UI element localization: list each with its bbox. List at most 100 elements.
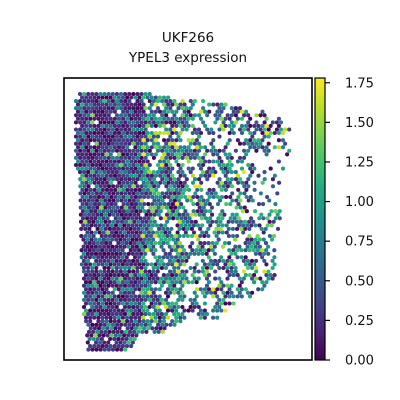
spot bbox=[167, 216, 172, 221]
spot bbox=[171, 209, 176, 214]
spot bbox=[85, 340, 90, 345]
spot bbox=[174, 315, 179, 320]
spot bbox=[145, 159, 150, 164]
spot bbox=[86, 91, 91, 97]
spot bbox=[87, 233, 92, 239]
spot bbox=[139, 170, 144, 175]
spot bbox=[162, 166, 167, 171]
spot bbox=[159, 312, 164, 317]
spot bbox=[124, 294, 130, 299]
spot bbox=[215, 152, 220, 157]
spot bbox=[90, 312, 95, 317]
spot bbox=[104, 241, 109, 246]
spot bbox=[104, 166, 109, 171]
spot bbox=[195, 194, 200, 200]
spot bbox=[186, 152, 191, 157]
spot bbox=[143, 155, 148, 160]
spot bbox=[125, 159, 130, 164]
spot bbox=[244, 194, 249, 200]
spot bbox=[172, 290, 177, 295]
spot bbox=[170, 273, 175, 278]
spot bbox=[106, 91, 111, 97]
spot bbox=[204, 251, 209, 256]
spot bbox=[208, 216, 213, 221]
spot bbox=[242, 148, 247, 153]
spot bbox=[96, 123, 101, 128]
spot bbox=[193, 191, 198, 196]
spot bbox=[104, 308, 109, 313]
spot bbox=[84, 194, 89, 200]
spot bbox=[164, 191, 169, 196]
spot bbox=[196, 251, 201, 256]
spot bbox=[182, 255, 187, 260]
spot bbox=[84, 180, 89, 185]
spot bbox=[91, 219, 96, 224]
spot bbox=[264, 123, 269, 128]
spot bbox=[159, 223, 164, 228]
spot bbox=[198, 248, 203, 253]
spot bbox=[148, 205, 153, 210]
spot bbox=[91, 233, 96, 239]
spot bbox=[133, 262, 138, 267]
spot bbox=[135, 99, 140, 104]
spot bbox=[241, 258, 246, 263]
spot bbox=[124, 280, 130, 285]
spot bbox=[122, 312, 128, 317]
spot bbox=[231, 262, 236, 267]
spot bbox=[182, 116, 187, 121]
spot bbox=[135, 276, 140, 281]
spot bbox=[92, 280, 97, 285]
spot bbox=[110, 170, 115, 175]
spot bbox=[99, 212, 104, 217]
spot bbox=[207, 194, 212, 200]
spot bbox=[165, 219, 170, 224]
spot bbox=[156, 184, 161, 189]
spot bbox=[159, 237, 164, 242]
spot bbox=[110, 304, 115, 310]
spot bbox=[254, 127, 259, 132]
spot bbox=[106, 340, 111, 345]
spot bbox=[98, 106, 103, 111]
spot bbox=[205, 191, 210, 196]
spot bbox=[114, 297, 119, 302]
spot bbox=[98, 283, 103, 288]
spot bbox=[260, 109, 265, 114]
spot bbox=[127, 134, 132, 139]
spot bbox=[150, 209, 155, 214]
spot bbox=[209, 170, 214, 175]
spot bbox=[177, 233, 182, 239]
spot bbox=[100, 95, 105, 100]
spot bbox=[143, 91, 148, 97]
spot bbox=[223, 145, 228, 150]
spot bbox=[79, 248, 84, 253]
spot bbox=[160, 162, 165, 168]
spot bbox=[106, 177, 111, 182]
spot bbox=[163, 297, 169, 302]
spot bbox=[145, 262, 150, 267]
spot bbox=[202, 273, 207, 278]
spot bbox=[172, 127, 177, 132]
spot bbox=[285, 152, 290, 157]
spot bbox=[176, 269, 181, 274]
spot bbox=[130, 251, 135, 256]
spot bbox=[200, 290, 205, 295]
spot bbox=[127, 170, 132, 175]
spot bbox=[256, 145, 261, 150]
spot bbox=[255, 233, 260, 239]
spot bbox=[92, 194, 97, 200]
spot bbox=[119, 134, 124, 139]
spot bbox=[123, 127, 128, 132]
spot bbox=[114, 251, 119, 256]
spot bbox=[118, 276, 123, 281]
spot bbox=[239, 116, 245, 121]
spot bbox=[94, 269, 99, 274]
spot bbox=[217, 127, 222, 132]
spot bbox=[123, 212, 129, 217]
spot bbox=[234, 205, 239, 210]
spot bbox=[170, 173, 175, 178]
spot bbox=[98, 340, 103, 345]
spot bbox=[237, 127, 243, 132]
spot bbox=[236, 216, 241, 221]
spot bbox=[110, 237, 115, 242]
spot bbox=[142, 237, 147, 242]
